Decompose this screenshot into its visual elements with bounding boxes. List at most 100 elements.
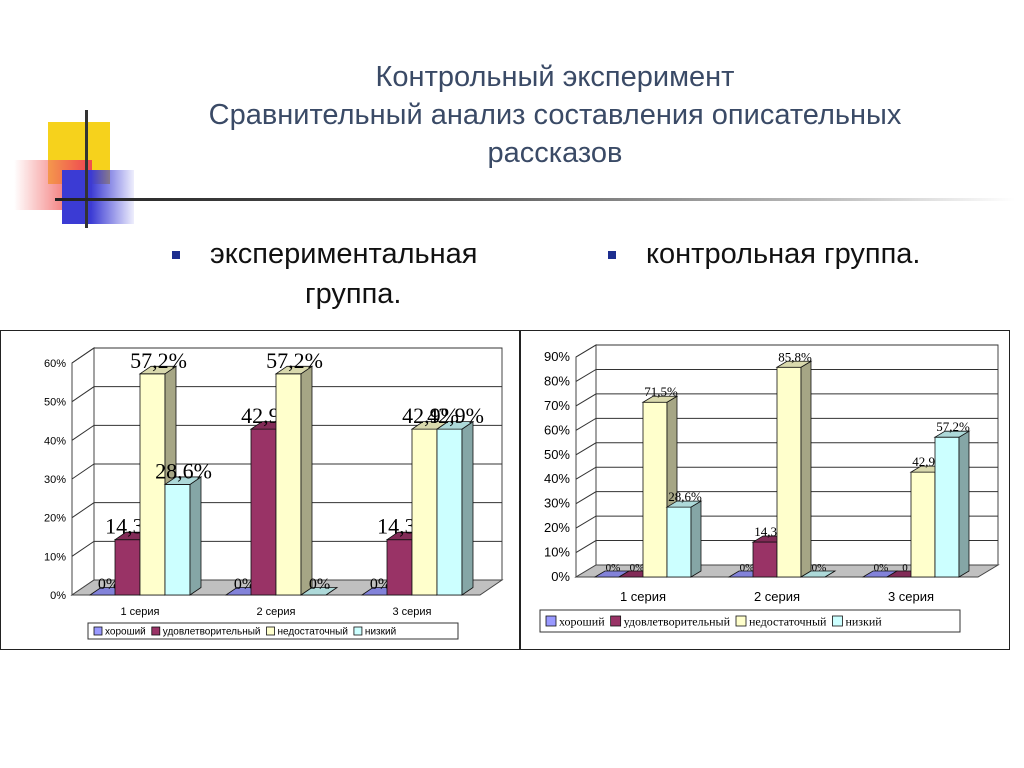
- x-category-label: 3 серия: [392, 606, 431, 618]
- bar-front: [934, 436, 960, 578]
- data-label: 28,6%: [668, 489, 702, 504]
- gridline: [575, 368, 998, 382]
- y-tick-label: 60%: [44, 358, 66, 370]
- title-line-1: Контрольный эксперимент: [375, 61, 735, 93]
- legend-label: недостаточный: [278, 627, 348, 638]
- data-label: 57,2%: [266, 348, 323, 373]
- y-tick-label: 40%: [44, 435, 66, 447]
- bar-front: [139, 373, 166, 596]
- y-tick-label: 10%: [44, 551, 66, 563]
- data-label: 71,5%: [644, 384, 678, 399]
- bar-top: [665, 500, 703, 508]
- gridline: [575, 515, 998, 529]
- x-category-label: 3 серия: [888, 589, 934, 604]
- bar-front: [752, 541, 778, 578]
- page-title: Контрольный эксперимент Сравнительный ан…: [130, 58, 980, 172]
- legend-label: хороший: [559, 614, 605, 628]
- legend-label: удовлетворительный: [624, 614, 731, 628]
- bar: [933, 430, 971, 578]
- bar-side: [300, 365, 313, 596]
- gridline: [71, 386, 502, 403]
- gridline: [575, 417, 998, 431]
- bar: [274, 365, 314, 596]
- bar-top: [799, 570, 837, 578]
- y-tick-label: 10%: [544, 545, 570, 560]
- data-label: 28,6%: [155, 458, 212, 483]
- legend-label: низкий: [845, 614, 882, 628]
- legend-swatch: [610, 615, 622, 627]
- y-tick-label: 0%: [50, 590, 66, 602]
- bar-top: [641, 395, 679, 403]
- legend-swatch: [151, 626, 161, 636]
- chart-control-group: 0% 10% 20% 30% 40% 50% 60% 70% 80% 90% 0% 0% 71,5% 28…: [520, 330, 1020, 650]
- y-tick-label: 30%: [544, 496, 570, 511]
- data-label: 0%: [812, 562, 827, 574]
- y-tick-label: 0%: [551, 569, 570, 584]
- y-tick-label: 50%: [544, 447, 570, 462]
- chart-svg: 0%10%20%30%40%50%60%0%14,3%57,2%28,6%1 с…: [0, 330, 520, 650]
- bar-front: [114, 539, 141, 596]
- bar-front: [386, 539, 413, 596]
- gridline: [71, 502, 502, 519]
- y-tick-label: 70%: [544, 398, 570, 413]
- title-line-2: Сравнительный анализ составления описате…: [208, 99, 902, 131]
- data-label: 0%: [370, 576, 391, 593]
- x-category-label: 2 серия: [754, 589, 800, 604]
- data-label: 0%: [630, 562, 645, 574]
- y-tick-label: 30%: [44, 474, 66, 486]
- bar-top: [435, 421, 475, 430]
- bullet-control-group: контрольная группа.: [608, 234, 1008, 274]
- gridline: [575, 393, 998, 407]
- gridline: [71, 347, 502, 364]
- bar-front: [436, 428, 463, 596]
- bar-front: [666, 506, 692, 578]
- bar-side: [461, 420, 474, 596]
- y-tick-label: 80%: [544, 373, 570, 388]
- y-tick-label: 20%: [44, 513, 66, 525]
- bar-front: [776, 366, 802, 578]
- gridline: [71, 424, 502, 441]
- data-label: 0%: [309, 576, 330, 593]
- bullet-control-label: контрольная группа.: [646, 238, 921, 270]
- decor-vertical-line: [85, 110, 88, 228]
- bar-front: [275, 373, 302, 596]
- bar-front: [250, 428, 277, 596]
- bullet-experimental-line-2: группа.: [305, 278, 402, 310]
- bar: [665, 500, 703, 578]
- decor-blue-square: [62, 170, 134, 224]
- gridline: [71, 463, 502, 480]
- bar-top: [138, 365, 178, 375]
- bar-side: [189, 476, 202, 596]
- data-label: 0%: [606, 562, 621, 574]
- gridline: [575, 466, 998, 480]
- y-tick-label: 40%: [544, 471, 570, 486]
- title-line-3: рассказов: [487, 137, 623, 169]
- bullet-experimental-group: экспериментальная группа.: [172, 234, 532, 314]
- data-label: 0%: [98, 576, 119, 593]
- bar-top: [933, 430, 971, 438]
- legend-swatch: [832, 615, 843, 627]
- legend-box: [539, 609, 961, 633]
- data-label: 85,8%: [778, 349, 812, 364]
- data-label: 0%: [874, 562, 889, 574]
- data-label: 57,2%: [130, 348, 187, 373]
- bar-front: [164, 484, 191, 596]
- y-tick-label: 50%: [44, 397, 66, 409]
- bar-front: [411, 428, 438, 596]
- y-tick-label: 90%: [544, 349, 570, 364]
- bar-front: [910, 471, 936, 578]
- bullet-marker: [172, 251, 180, 259]
- bar: [799, 570, 837, 578]
- data-label: 0%: [234, 576, 255, 593]
- bar-top: [775, 360, 813, 368]
- legend-label: удовлетворительный: [163, 627, 261, 638]
- x-category-label: 1 серия: [620, 589, 666, 604]
- legend: хороший удовлетворительный недостаточный ни…: [87, 622, 459, 640]
- legend-label: низкий: [365, 627, 396, 638]
- gridline: [575, 442, 998, 456]
- bar-front: [642, 401, 668, 578]
- data-label: 0%: [740, 562, 755, 574]
- x-category-label: 1 серия: [120, 606, 159, 618]
- legend-swatch: [353, 626, 363, 636]
- gridline: [575, 344, 998, 358]
